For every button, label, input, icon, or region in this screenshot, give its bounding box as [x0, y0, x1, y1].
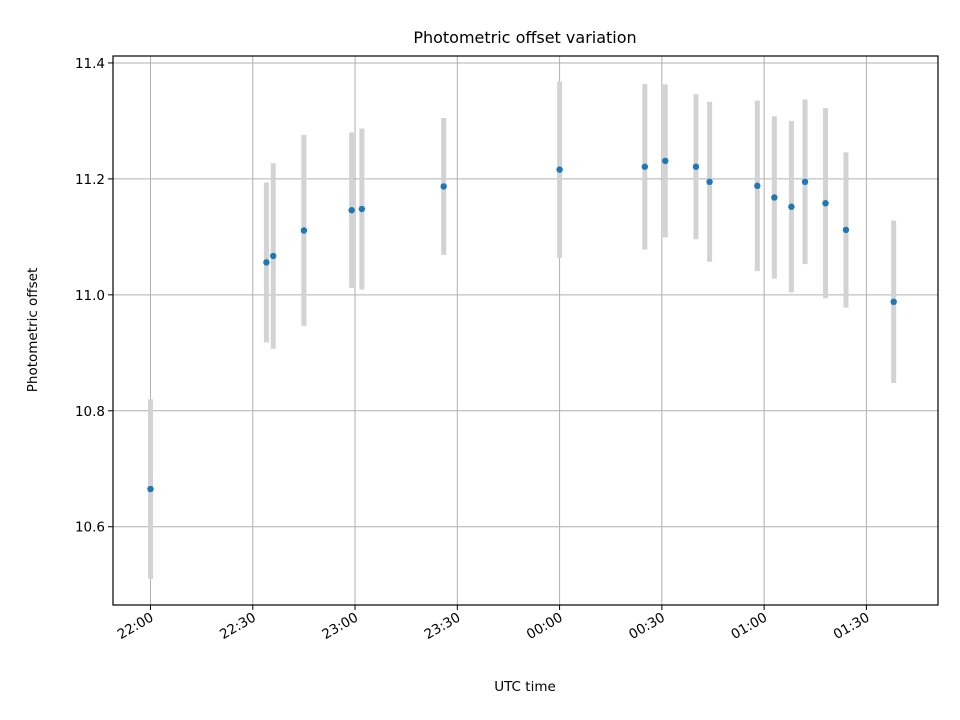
- data-point: [788, 203, 795, 210]
- grid-lines: [113, 56, 938, 605]
- data-point: [771, 194, 778, 201]
- data-point: [801, 178, 809, 186]
- data-point: [147, 485, 154, 493]
- data-point: [692, 163, 700, 170]
- data-point: [822, 200, 829, 207]
- y-axis-label: Photometric offset: [25, 268, 41, 392]
- x-tick-label: 00:00: [524, 610, 566, 643]
- y-tick-label: 11.0: [75, 288, 105, 304]
- data-point: [842, 226, 850, 234]
- x-tick-label: 01:30: [831, 610, 873, 643]
- data-point: [358, 205, 366, 213]
- x-tick-label: 22:30: [217, 610, 259, 643]
- x-tick-label: 00:30: [626, 610, 668, 643]
- data-point: [556, 166, 563, 173]
- y-tick-label: 11.2: [75, 172, 105, 188]
- plot-frame: [112, 55, 939, 606]
- y-axis-ticks: 10.6 10.8 11.0 11.2 11.4: [75, 56, 113, 536]
- data-point: [270, 252, 277, 260]
- data-point: [348, 207, 355, 214]
- data-points: [147, 157, 897, 493]
- data-point: [754, 182, 761, 190]
- x-axis-ticks: 22:00 22:30 23:00 23:30 00:00 00:30 01:00 01:30: [115, 605, 873, 643]
- x-tick-label: 01:00: [728, 610, 770, 643]
- chart-title: Photometric offset variation: [413, 28, 636, 47]
- data-point: [440, 183, 447, 190]
- y-tick-label: 10.8: [75, 404, 105, 420]
- error-bars: [148, 81, 897, 579]
- y-tick-label: 10.6: [75, 520, 105, 536]
- data-point: [706, 178, 713, 186]
- data-point: [662, 157, 669, 165]
- data-point: [263, 259, 270, 266]
- x-tick-label: 22:00: [115, 610, 157, 643]
- x-axis-label: UTC time: [494, 679, 556, 695]
- y-tick-label: 11.4: [75, 56, 105, 72]
- data-point: [300, 227, 308, 234]
- data-point: [641, 163, 649, 170]
- data-point: [890, 298, 897, 306]
- x-tick-label: 23:00: [319, 610, 361, 643]
- x-tick-label: 23:30: [422, 610, 464, 643]
